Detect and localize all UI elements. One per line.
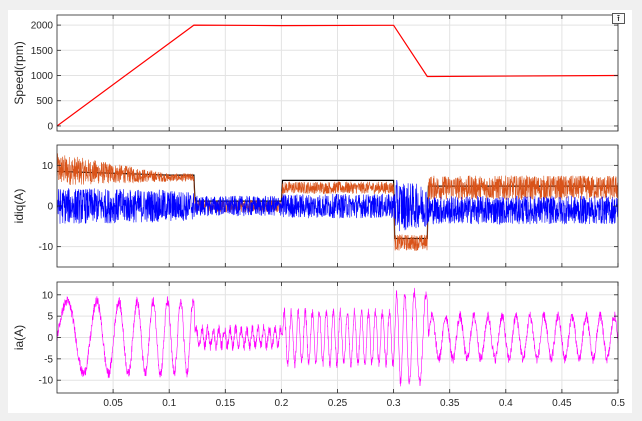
export-arrow-icon[interactable]: ⭱: [612, 13, 625, 24]
series-line-3: [57, 179, 618, 232]
x-tick-label: 0.15: [216, 398, 236, 409]
chart-panel-2: -10 0 10 idiq(A): [12, 144, 619, 268]
y-tick-label: -5: [44, 354, 53, 365]
series-line-1: [57, 24, 618, 127]
y-tick-label: 10: [42, 290, 54, 301]
x-tick-label: 0.25: [328, 398, 348, 409]
y-tick-label: -10: [39, 376, 54, 387]
x-tick-label: 0.1: [162, 398, 176, 409]
x-tick-label: 0.4: [499, 398, 513, 409]
y-tick-label: 0: [47, 202, 53, 213]
series-line-2: [57, 153, 618, 251]
x-tick-label: 0.3: [387, 398, 401, 409]
y-tick-label: 1500: [31, 46, 54, 57]
chart-panel-1: 0 500 1000 1500 2000 Speed(rpm): [12, 14, 619, 132]
y-axis-label: Speed(rpm): [12, 41, 26, 104]
x-tick-label: 0.5: [611, 398, 625, 409]
y-tick-label: -10: [39, 242, 54, 253]
y-tick-label: 5: [47, 312, 53, 323]
x-tick-label: 0.35: [440, 398, 460, 409]
y-tick-label: 500: [36, 96, 53, 107]
x-tick-label: 0.2: [274, 398, 288, 409]
y-tick-label: 0: [47, 333, 53, 344]
y-tick-label: 0: [47, 121, 53, 132]
y-tick-label: 2000: [31, 21, 54, 32]
x-tick-label: 0.45: [552, 398, 572, 409]
y-tick-label: 1000: [31, 71, 54, 82]
y-tick-label: 10: [42, 161, 54, 172]
chart-panel-3: -10 -5 0 5 10 0.05 0.1 0.15 0.2 0.25 0.3 0.35 0.4 0.4…: [12, 281, 625, 409]
series-line-1: [57, 287, 618, 387]
y-axis-label: idiq(A): [12, 189, 26, 224]
y-axis-label: ia(A): [12, 325, 26, 350]
x-tick-label: 0.05: [103, 398, 123, 409]
